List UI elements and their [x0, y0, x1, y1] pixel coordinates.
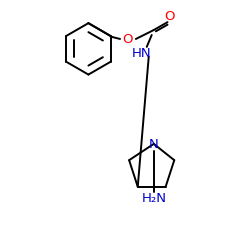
Text: N: N [149, 138, 159, 151]
Text: O: O [164, 10, 175, 23]
Text: H₂N: H₂N [141, 192, 166, 205]
Text: HN: HN [132, 47, 152, 60]
Text: O: O [123, 34, 133, 46]
